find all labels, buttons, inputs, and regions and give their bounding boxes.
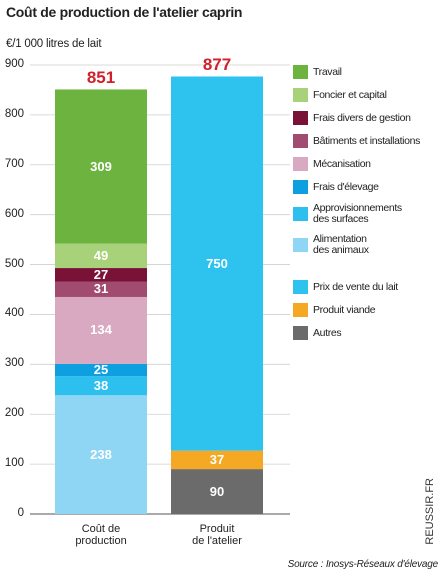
y-tick-label: 500 [4, 257, 24, 270]
legend-swatch [293, 280, 308, 294]
y-tick-label: 700 [4, 157, 24, 170]
y-tick-label: 400 [4, 307, 24, 320]
y-tick-label: 600 [4, 207, 24, 220]
legend-swatch [293, 238, 308, 252]
total-label: 877 [202, 55, 232, 75]
bar-segment [55, 363, 147, 377]
bar-segment [55, 89, 147, 244]
legend-swatch [293, 326, 308, 340]
legend-swatch [293, 207, 308, 221]
legend-item: Alimentation des animaux [293, 234, 420, 256]
legend-label: Alimentation des animaux [313, 233, 369, 256]
bar-segment [55, 376, 147, 396]
legend-label: Frais d'élevage [313, 180, 379, 193]
legend-label: Produit viande [313, 303, 376, 316]
total-label: 851 [86, 68, 116, 88]
legend-item: Bâtiments et installations [293, 134, 420, 148]
legend-label: Bâtiments et installations [313, 134, 421, 147]
x-tick-label: Produit de l'atelier [192, 523, 242, 547]
bar-segment [171, 76, 263, 451]
value-label: 90 [209, 483, 225, 499]
y-tick-label: 300 [4, 357, 24, 370]
value-label: 38 [93, 377, 109, 393]
legend-item: Mécanisation [293, 157, 420, 171]
legend-label: Foncier et capital [313, 88, 387, 101]
value-label: 49 [93, 247, 109, 263]
legend-item: Frais d'élevage [293, 180, 420, 194]
value-label: 25 [93, 362, 109, 378]
legend-label: Travail [313, 65, 342, 78]
legend-item: Travail [293, 65, 420, 79]
axis-unit: €/1 000 litres de lait [6, 38, 102, 50]
value-label: 238 [90, 446, 112, 462]
value-label: 37 [209, 451, 225, 467]
legend-swatch [293, 303, 308, 317]
bar-segment [55, 296, 147, 364]
bar-segment [55, 281, 147, 297]
chart-title: Coût de production de l'atelier caprin [6, 4, 243, 20]
legend-swatch [293, 157, 308, 171]
value-label: 750 [206, 255, 228, 271]
y-tick-label: 100 [4, 457, 24, 470]
legend-label: Prix de vente du lait [313, 280, 398, 293]
legend: Travail Foncier et capital Frais divers de… [293, 65, 420, 340]
bar-segment [171, 469, 263, 514]
legend-label: Frais divers de gestion [313, 111, 411, 124]
legend-label: Mécanisation [313, 157, 371, 170]
bar-segment [171, 450, 263, 470]
value-label: 309 [90, 158, 112, 174]
bar-segment [55, 268, 147, 282]
y-tick-label: 0 [17, 507, 24, 519]
legend-swatch [293, 134, 308, 148]
legend-item: Foncier et capital [293, 88, 420, 102]
value-label: 134 [90, 322, 112, 338]
legend-label: Autres [313, 326, 342, 339]
watermark: REUSSIR.FR [424, 478, 436, 545]
legend-swatch [293, 88, 308, 102]
x-tick-label: Coût de production [75, 523, 127, 547]
y-tick-label: 900 [4, 58, 24, 70]
legend-swatch [293, 65, 308, 79]
value-label: 31 [93, 281, 109, 297]
legend-swatch [293, 180, 308, 194]
source: Source : Inosys-Réseaux d'élevage [287, 559, 439, 570]
legend-item: Prix de vente du lait [293, 280, 420, 294]
y-tick-label: 200 [4, 407, 24, 420]
legend-item: Autres [293, 326, 420, 340]
legend-item: Frais divers de gestion [293, 111, 420, 125]
legend-item: Approvisionnements des surfaces [293, 203, 420, 225]
legend-item: Produit viande [293, 303, 420, 317]
legend-swatch [293, 111, 308, 125]
y-tick-label: 800 [4, 107, 24, 120]
bar-segment [55, 395, 147, 514]
value-label: 27 [93, 266, 109, 282]
bar-segment [55, 243, 147, 269]
legend-label: Approvisionnements des surfaces [313, 202, 402, 225]
